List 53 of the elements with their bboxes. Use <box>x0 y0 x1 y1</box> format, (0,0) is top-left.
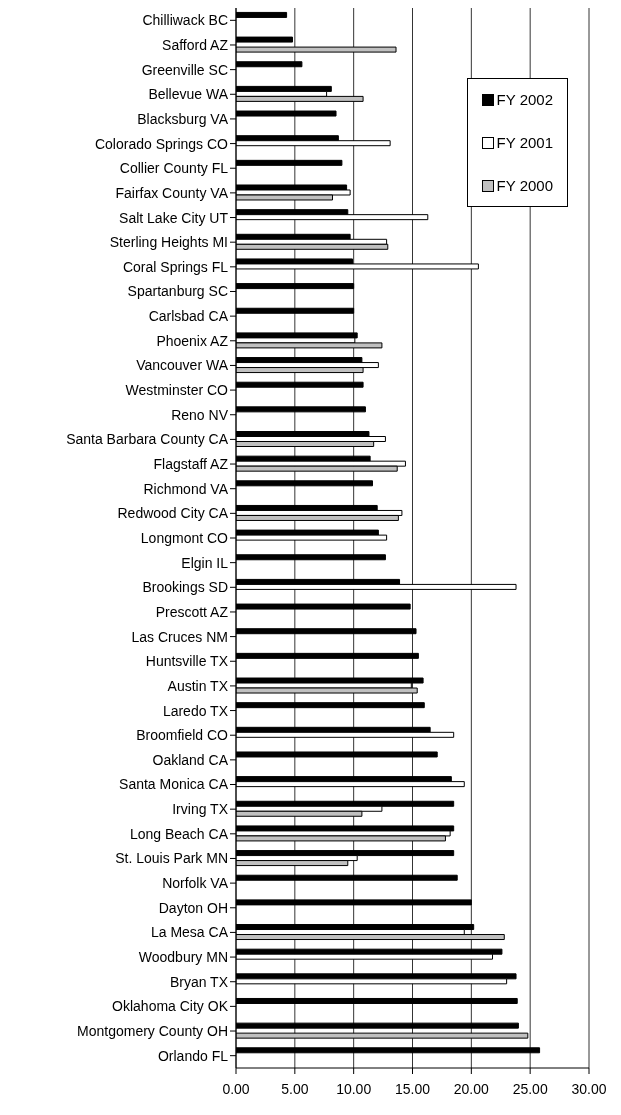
y-tick-label: Bellevue WA <box>148 86 229 103</box>
x-tick-label: 30.00 <box>571 1080 607 1097</box>
x-tick-label: 5.00 <box>281 1080 309 1097</box>
y-tick-label: Safford AZ <box>162 36 229 53</box>
y-tick-label: Elgin IL <box>181 554 229 571</box>
y-tick-label: Salt Lake City UT <box>119 209 229 226</box>
y-tick-label: Phoenix AZ <box>156 332 229 349</box>
y-tick-label: Santa Barbara County CA <box>66 431 229 448</box>
y-tick-label: Coral Springs FL <box>122 258 229 275</box>
y-tick-label: Westminster CO <box>125 382 229 399</box>
y-tick-label: Laredo TX <box>162 702 229 719</box>
x-tick-label: 0.00 <box>222 1080 250 1097</box>
y-tick-label: Woodbury MN <box>138 949 228 966</box>
legend-label: FY 2001 <box>496 134 553 151</box>
y-tick-label: Bryan TX <box>169 973 229 990</box>
y-tick-label: Spartanburg SC <box>127 283 228 300</box>
y-tick-label: Richmond VA <box>143 480 229 497</box>
y-tick-label: Las Cruces NM <box>131 628 228 645</box>
x-tick-label: 15.00 <box>394 1080 431 1097</box>
y-tick-label: Prescott AZ <box>155 603 229 620</box>
y-tick-label: Greenville SC <box>141 61 228 78</box>
x-tick-label: 10.00 <box>336 1080 372 1097</box>
y-tick-label: Norfolk VA <box>162 875 229 892</box>
y-tick-label: Colorado Springs CO <box>94 135 229 152</box>
y-tick-label: Oklahoma City OK <box>112 998 229 1015</box>
x-tick-label: 25.00 <box>512 1080 548 1097</box>
y-tick-label: Collier County FL <box>119 160 229 177</box>
y-tick-label: Irving TX <box>172 801 229 818</box>
y-tick-label: Flagstaff AZ <box>153 456 229 473</box>
y-tick-label: Blacksburg VA <box>137 110 229 127</box>
y-tick-label: Montgomery County OH <box>77 1022 228 1039</box>
y-tick-label: Broomfield CO <box>136 727 229 744</box>
y-tick-label: Chilliwack BC <box>142 12 228 29</box>
legend-label: FY 2000 <box>496 177 553 194</box>
y-tick-label: Longmont CO <box>140 529 229 546</box>
y-tick-label: Orlando FL <box>157 1047 229 1064</box>
y-tick-label: Redwood City CA <box>117 505 229 522</box>
y-tick-label: Dayton OH <box>158 899 228 916</box>
y-tick-label: St. Louis Park MN <box>115 850 228 867</box>
y-tick-label: Brookings SD <box>142 579 228 596</box>
y-tick-label: Reno NV <box>171 406 229 423</box>
legend-label: FY 2002 <box>496 91 553 108</box>
y-tick-label: Austin TX <box>167 677 229 694</box>
y-tick-label: Huntsville TX <box>145 653 229 670</box>
y-tick-label: Long Beach CA <box>129 825 229 842</box>
y-tick-label: Oakland CA <box>152 751 229 768</box>
y-tick-label: Carlsbad CA <box>148 308 229 325</box>
x-tick-label: 20.00 <box>453 1080 490 1097</box>
y-tick-label: Fairfax County VA <box>115 184 229 201</box>
y-tick-label: La Mesa CA <box>150 924 229 941</box>
y-tick-label: Vancouver WA <box>136 357 229 374</box>
y-tick-label: Santa Monica CA <box>119 776 229 793</box>
y-tick-label: Sterling Heights MI <box>109 234 228 251</box>
